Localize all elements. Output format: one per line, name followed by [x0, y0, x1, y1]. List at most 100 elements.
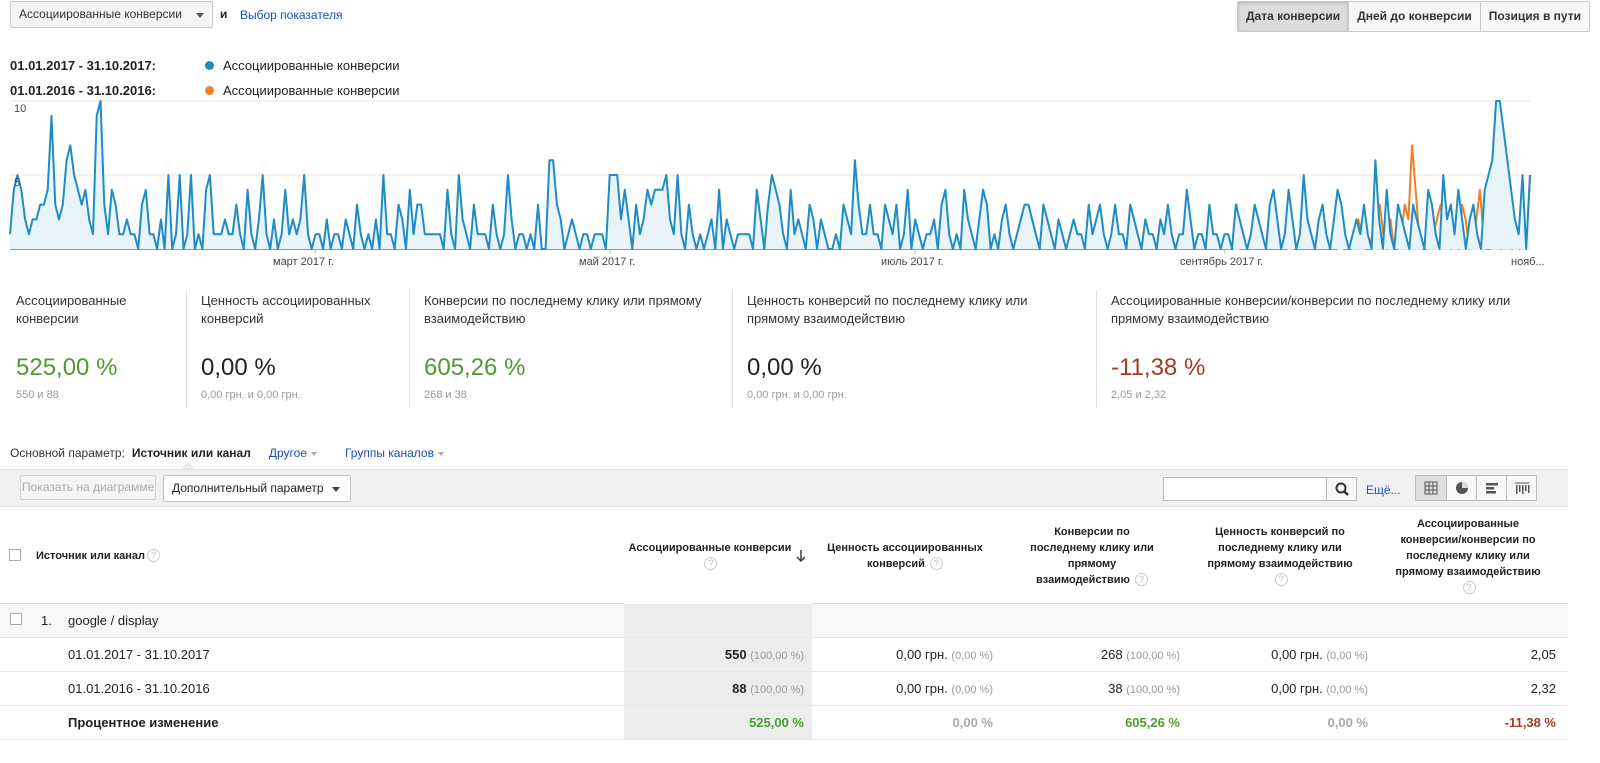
scorecard-sub: 2,05 и 2,32 [1111, 389, 1167, 401]
table-view-button[interactable] [1416, 476, 1446, 500]
select-all-checkbox[interactable] [9, 549, 21, 561]
scorecard-sub: 550 и 88 [16, 389, 59, 401]
chart-svg [9, 100, 1531, 254]
column-header-assisted-conversions[interactable]: Ассоциированные конверсии? [624, 507, 812, 604]
pie-chart-icon [1455, 482, 1468, 494]
row-label: Процентное изменение [68, 715, 219, 730]
cell-last-click-value: 0,00 грн. (0,00 %) [1190, 672, 1368, 705]
cell-value: 550 [724, 647, 747, 662]
choose-metric-link[interactable]: Выбор показателя [240, 8, 343, 22]
chevron-down-icon [310, 451, 317, 456]
legend-dot [205, 61, 214, 70]
search-icon [1335, 482, 1349, 496]
help-icon[interactable]: ? [1274, 573, 1288, 587]
secondary-dimension-label: Дополнительный параметр [172, 481, 324, 495]
help-icon[interactable]: ? [704, 557, 718, 571]
column-header-label: Ценность конверсий по последнему клику и… [1207, 525, 1353, 570]
cell-last-click-conversions: 38 (100,00 %) [1002, 672, 1180, 705]
help-icon[interactable]: ? [1134, 573, 1148, 587]
cell-assisted-conversions: 88 (100,00 %) [624, 672, 804, 705]
table-row-change: Процентное изменение 525,00 % 0,00 % 605… [0, 706, 1568, 740]
cell-last-click-conversions: 268 (100,00 %) [1002, 638, 1180, 671]
tab-days-to-conversion[interactable]: Дней до конверсии [1348, 2, 1480, 31]
series-line-2017[interactable] [9, 100, 1531, 250]
cell-assisted-value: 0,00 грн. (0,00 %) [815, 672, 993, 705]
table-row-group[interactable]: 1. google / display [0, 604, 1568, 638]
row-label: 01.01.2017 - 31.10.2017 [68, 647, 210, 662]
row-label: 01.01.2016 - 31.10.2016 [68, 681, 210, 696]
help-icon[interactable]: ? [1462, 581, 1476, 595]
x-tick-label: нояб... [1511, 256, 1545, 268]
scorecard-sub: 0,00 грн. и 0,00 грн. [201, 389, 301, 401]
column-header-source[interactable]: Источник или канал? [36, 507, 236, 604]
legend-item: 01.01.2016 - 31.10.2016: Ассоциированные… [10, 78, 400, 103]
primary-dimension-other[interactable]: Другое [269, 446, 317, 460]
row-index: 1. [41, 613, 52, 628]
sorted-column-cell [624, 706, 812, 739]
search-button[interactable] [1326, 477, 1357, 501]
legend-range: 01.01.2016 - 31.10.2016: [10, 83, 157, 98]
other-label: Другое [268, 446, 307, 460]
chart-legend: 01.01.2017 - 31.10.2017: Ассоциированные… [10, 53, 400, 103]
scorecard-sub: 268 и 38 [424, 389, 467, 401]
cell-percent: (100,00 %) [1126, 684, 1180, 696]
table-header: Источник или канал? Ассоциированные конв… [0, 507, 1568, 604]
cell-last-click-conversions: 605,26 % [1125, 715, 1180, 730]
cell-value: 88 [732, 681, 747, 696]
tab-path-position[interactable]: Позиция в пути [1479, 2, 1589, 31]
scorecard-value: 0,00 % [201, 354, 276, 381]
cell-last-click-value: 0,00 % [1327, 715, 1368, 730]
column-header-label: Конверсии по последнему клику или прямом… [1030, 525, 1154, 586]
line-chart: 10 5 март 2017 г. май 2017 г. июль 2017 … [0, 95, 1560, 275]
legend-name: Ассоциированные конверсии [223, 58, 400, 73]
row-source-link[interactable]: google / display [68, 613, 159, 628]
plot-rows-button[interactable]: Показать на диаграмме [20, 475, 156, 500]
column-header-last-click-value[interactable]: Ценность конверсий по последнему клику и… [1190, 507, 1370, 604]
legend-range: 01.01.2017 - 31.10.2017: [10, 58, 157, 73]
secondary-dimension-select[interactable]: Дополнительный параметр [163, 475, 351, 502]
primary-dimension-channel-groups[interactable]: Группы каналов [345, 446, 444, 460]
pointer-triangle-icon [183, 463, 193, 469]
row-checkbox[interactable] [10, 613, 22, 625]
table-view-toggle [1415, 475, 1537, 501]
scorecard: Ценность ассоциированных конверсий 0,00 … [186, 290, 411, 408]
y-tick-label: 10 [14, 103, 27, 115]
primary-dimension-current[interactable]: Источник или канал [131, 446, 251, 460]
column-header-label: Ассоциированные конверсии/конверсии по п… [1395, 517, 1541, 578]
primary-dimension-label: Основной параметр: [10, 446, 125, 460]
cell-value: 38 [1108, 681, 1123, 696]
bar-view-button[interactable] [1476, 476, 1506, 500]
cell-value: 0,00 грн. [896, 647, 948, 662]
scorecard-sub: 0,00 грн. и 0,00 грн. [747, 389, 847, 401]
column-header-last-click-conversions[interactable]: Конверсии по последнему клику или прямом… [1002, 507, 1182, 604]
help-icon[interactable]: ? [147, 549, 161, 562]
table-row: 01.01.2017 - 31.10.2017 550 (100,00 %) 0… [0, 638, 1568, 672]
cell-value: 0,00 грн. [1271, 647, 1323, 662]
scorecard-title: Ценность ассоциированных конверсий [201, 293, 371, 326]
cell-assisted-value: 0,00 грн. (0,00 %) [815, 638, 993, 671]
more-link[interactable]: Ещё... [1366, 483, 1401, 497]
grid-icon [1424, 481, 1438, 495]
cell-value: 268 [1100, 647, 1123, 662]
column-header-ratio[interactable]: Ассоциированные конверсии/конверсии по п… [1378, 507, 1558, 604]
legend-name: Ассоциированные конверсии [223, 83, 400, 98]
table-search-input[interactable] [1163, 477, 1327, 501]
cell-percent: (0,00 %) [1326, 684, 1368, 696]
metric-select[interactable]: Ассоциированные конверсии [10, 1, 213, 28]
column-header-assisted-value[interactable]: Ценность ассоциированных конверсий ? [815, 507, 995, 604]
cell-ratio: 2,32 [1530, 681, 1556, 696]
cell-last-click-value: 0,00 грн. (0,00 %) [1190, 638, 1368, 671]
scorecard-value: 605,26 % [424, 354, 526, 381]
pie-view-button[interactable] [1446, 476, 1476, 500]
comparison-view-button[interactable] [1506, 476, 1536, 500]
and-text: и [220, 7, 228, 21]
sorted-column-cell [624, 604, 812, 637]
cell-assisted-value: 0,00 % [952, 715, 993, 730]
help-icon[interactable]: ? [929, 557, 943, 571]
cell-ratio: 2,05 [1530, 647, 1556, 662]
scorecard-title: Ассоциированные конверсии [16, 293, 127, 326]
tab-conversion-date[interactable]: Дата конверсии [1238, 2, 1349, 31]
legend-dot [205, 86, 214, 95]
column-header-label: Ассоциированные конверсии [628, 541, 792, 554]
top-bar: Ассоциированные конверсии и Выбор показа… [10, 0, 1590, 32]
